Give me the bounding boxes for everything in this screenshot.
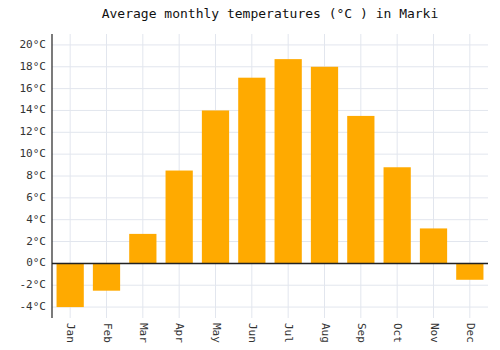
y-tick-label: 6°C [26, 191, 46, 204]
background [0, 0, 500, 350]
y-tick-label: 2°C [26, 235, 46, 248]
bar [129, 234, 156, 263]
zero-line [52, 263, 488, 265]
chart-title: Average monthly temperatures (°C ) in Ma… [102, 6, 439, 21]
bars [57, 59, 484, 307]
x-tick-label: Jul [282, 323, 295, 343]
y-grid-line [52, 88, 488, 89]
y-grid-line [52, 44, 488, 45]
y-grid-line [52, 307, 488, 308]
bar [238, 78, 265, 264]
x-tick-label: Dec [464, 323, 477, 343]
y-tick-label: -4°C [20, 300, 47, 313]
y-grid-line [52, 219, 488, 220]
x-grid-line [433, 34, 434, 318]
bar [275, 59, 302, 263]
y-tick-label: 18°C [20, 60, 47, 73]
bar [456, 263, 483, 279]
y-tick-label: 10°C [20, 147, 47, 160]
grid [52, 34, 488, 318]
bar [57, 263, 84, 307]
y-grid-line [52, 132, 488, 133]
y-tick-label: 20°C [20, 38, 47, 51]
bar [420, 228, 447, 263]
y-grid-line [52, 154, 488, 155]
x-tick-label: Apr [173, 323, 186, 343]
chart-svg: -4°C -2°C 0°C 2°C 4°C 6°C 8°C 10°C 12°C 14°C 16°C 1… [0, 0, 500, 350]
y-tick-label: 8°C [26, 169, 46, 182]
bar [93, 263, 120, 290]
bar [384, 167, 411, 263]
x-grid-line [142, 34, 143, 318]
x-tick-label: Aug [319, 323, 332, 343]
x-tick-label: May [210, 323, 223, 343]
y-tick-label: 12°C [20, 125, 47, 138]
x-tick-label: Nov [428, 323, 441, 343]
y-tick-label: 0°C [26, 256, 46, 269]
y-axis-line [51, 34, 52, 318]
axes: -4°C -2°C 0°C 2°C 4°C 6°C 8°C 10°C 12°C 14°C 16°C 1… [20, 38, 477, 343]
y-tick-label: 4°C [26, 213, 46, 226]
x-tick-label: Sep [355, 323, 368, 343]
y-grid-line [52, 197, 488, 198]
y-tick-label: 14°C [20, 103, 47, 116]
chart-container: -4°C -2°C 0°C 2°C 4°C 6°C 8°C 10°C 12°C 14°C 16°C 1… [0, 0, 500, 350]
y-tick-label: 16°C [20, 82, 47, 95]
bar [166, 171, 193, 264]
bar [202, 110, 229, 263]
y-tick-label: -2°C [20, 278, 47, 291]
x-tick-label: Oct [391, 323, 404, 343]
x-tick-label: Jan [64, 323, 77, 343]
y-grid-line [52, 66, 488, 67]
y-grid-line [52, 176, 488, 177]
bar [347, 116, 374, 263]
y-grid-line [52, 110, 488, 111]
x-tick-label: Feb [101, 323, 114, 343]
y-grid-line [52, 263, 488, 264]
bar [311, 67, 338, 264]
x-tick-label: Jun [246, 323, 259, 343]
x-tick-label: Mar [137, 323, 150, 343]
